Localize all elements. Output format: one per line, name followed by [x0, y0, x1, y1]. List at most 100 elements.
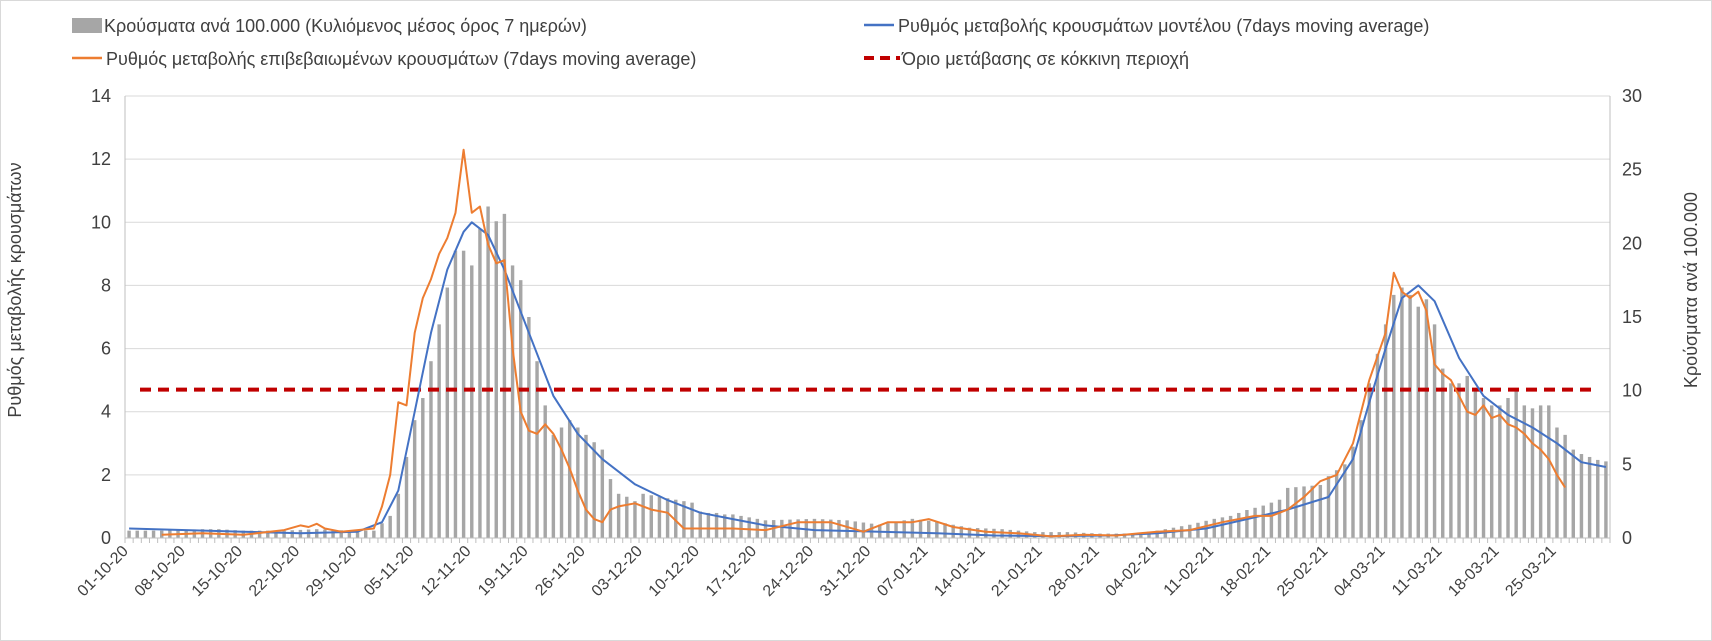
bar: [1000, 529, 1004, 538]
bar: [1179, 526, 1184, 538]
bar: [935, 521, 939, 538]
bar: [625, 496, 629, 538]
right-tick-label: 0: [1622, 528, 1632, 548]
bar: [478, 228, 482, 538]
bar: [706, 512, 711, 538]
bar: [1367, 383, 1372, 538]
bar: [690, 502, 694, 538]
bar: [1310, 485, 1314, 538]
x-tick-label: 01-10-20: [75, 543, 132, 600]
line-series: [129, 148, 1607, 538]
bar: [845, 520, 849, 538]
bar: [739, 515, 743, 538]
bar: [355, 530, 360, 538]
x-tick-label: 18-03-21: [1445, 543, 1502, 600]
bar: [372, 530, 376, 538]
right-tick-label: 30: [1622, 86, 1642, 106]
bar: [1147, 531, 1151, 538]
bar: [861, 522, 866, 538]
bar: [633, 501, 637, 538]
x-tick-label: 25-02-21: [1274, 543, 1331, 600]
bar: [1473, 390, 1478, 538]
bar: [1351, 446, 1355, 538]
bar: [1220, 517, 1225, 538]
bar: [429, 361, 433, 538]
bar: [722, 514, 727, 538]
x-tick-label: 17-12-20: [703, 543, 760, 600]
bar: [1416, 306, 1420, 538]
x-tick-label: 29-10-20: [303, 543, 360, 600]
x-tick-label: 05-11-20: [361, 543, 418, 600]
x-tick-label: 18-02-21: [1217, 543, 1274, 600]
x-tick-label: 24-12-20: [760, 543, 817, 600]
bar: [926, 520, 931, 538]
bar: [674, 499, 678, 538]
bar: [486, 206, 490, 538]
bar: [1122, 533, 1127, 538]
left-tick-label: 6: [101, 339, 111, 359]
bar: [788, 519, 792, 538]
bar: [600, 449, 605, 538]
bar: [886, 523, 890, 538]
x-tick-label: 07-01-21: [874, 543, 931, 600]
bar: [1318, 484, 1323, 538]
bar: [1408, 294, 1412, 538]
bar: [918, 519, 923, 538]
bar: [282, 530, 286, 538]
bar: [1522, 405, 1527, 538]
bar: [665, 498, 670, 538]
bar: [1294, 487, 1298, 538]
bar: [1334, 470, 1339, 538]
x-tick-label: 21-01-21: [988, 543, 1045, 600]
x-tick-label: 11-03-21: [1389, 543, 1446, 600]
bar: [331, 529, 335, 538]
left-tick-label: 12: [91, 149, 111, 169]
bar: [1359, 420, 1363, 538]
bar: [1465, 375, 1469, 538]
left-axis-label: Ρυθμός μεταβολής κρουσμάτων: [5, 162, 25, 417]
left-tick-label: 4: [101, 402, 111, 422]
left-tick-label: 14: [91, 86, 111, 106]
bar: [1326, 476, 1331, 538]
bar: [127, 530, 131, 538]
bar: [616, 493, 621, 538]
bar: [1285, 487, 1290, 538]
bar: [1261, 505, 1265, 538]
bar: [992, 528, 996, 538]
bar: [1049, 532, 1053, 538]
bar: [404, 456, 409, 538]
right-tick-label: 15: [1622, 307, 1642, 327]
bar: [1424, 299, 1429, 538]
legend-label-model: Ρυθμός μεταβολής κρουσμάτων μοντέλου (7d…: [898, 16, 1429, 36]
bar: [502, 213, 507, 538]
legend-label-confirmed: Ρυθμός μεταβολής επιβεβαιωμένων κρουσμάτ…: [106, 49, 696, 69]
bar: [1212, 518, 1216, 538]
bar: [470, 265, 474, 538]
bar: [975, 528, 980, 538]
bar: [1155, 530, 1159, 538]
bar: [559, 427, 564, 538]
bar: [1530, 408, 1535, 538]
bar: [1489, 405, 1494, 538]
x-tick-label: 08-10-20: [132, 543, 189, 600]
bar: [829, 519, 833, 538]
bar: [1498, 405, 1502, 538]
x-tick-label: 04-03-21: [1331, 543, 1388, 600]
bar: [894, 521, 898, 538]
bar: [649, 495, 653, 538]
x-tick-label: 10-12-20: [646, 543, 703, 600]
bar: [755, 518, 760, 538]
bar: [388, 515, 392, 538]
legend-label-bars: Κρούσματα ανά 100.000 (Κυλιόμενος μέσος …: [104, 16, 587, 36]
bar: [1302, 486, 1306, 538]
bar: [1555, 427, 1559, 538]
bar: [820, 519, 825, 538]
bar: [535, 361, 539, 538]
bar: [1277, 499, 1282, 538]
bar: [1457, 383, 1461, 538]
x-tick-label: 14-01-21: [931, 543, 988, 600]
bar: [641, 493, 645, 538]
x-tick-label: 03-12-20: [589, 543, 646, 600]
bar: [1432, 324, 1437, 538]
